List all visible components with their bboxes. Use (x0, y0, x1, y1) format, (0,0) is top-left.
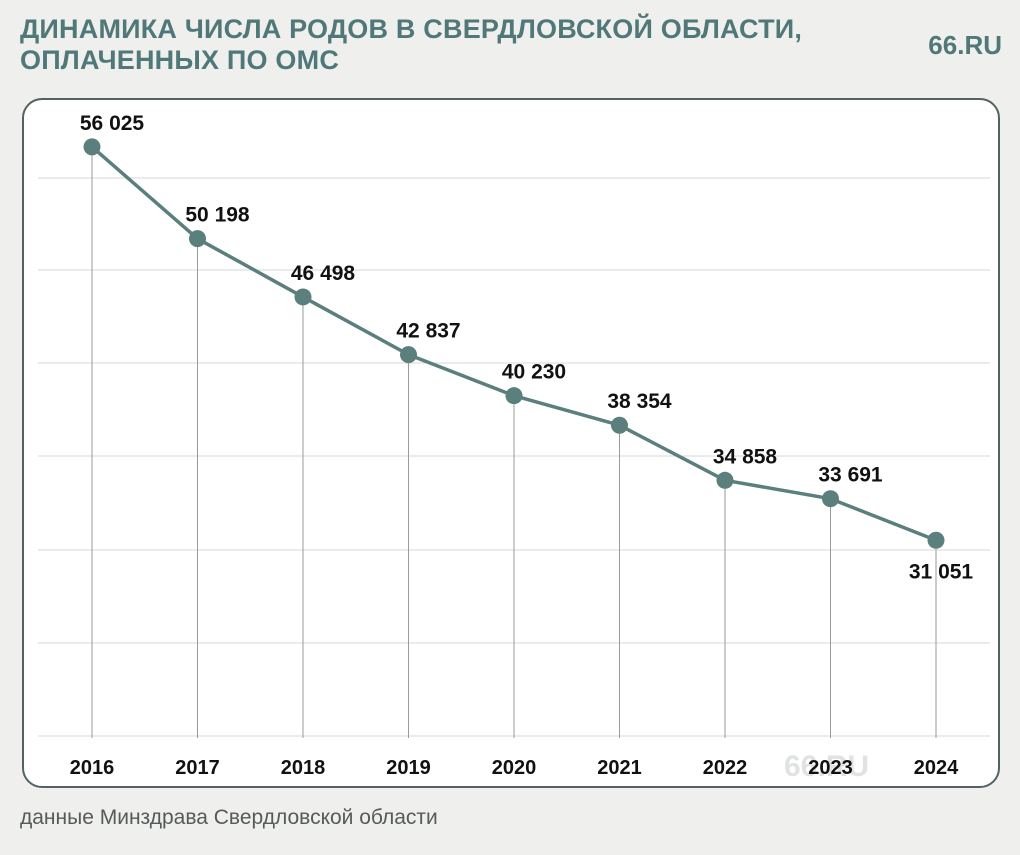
data-point-2017 (189, 230, 206, 248)
data-label-2021: 38 354 (607, 390, 672, 413)
chart-title-line-2: ОПЛАЧЕННЫХ ПО ОМС (20, 45, 340, 75)
data-point-2018 (294, 288, 312, 306)
x-tick-2016: 2016 (70, 757, 115, 779)
data-label-2023: 33 691 (818, 464, 883, 487)
x-tick-2024: 2024 (914, 757, 959, 779)
data-label-2016: 56 025 (80, 112, 145, 135)
data-point-2023 (822, 490, 839, 508)
data-point-2019 (400, 346, 417, 364)
x-tick-2021: 2021 (597, 757, 642, 779)
chart-title-line-1: ДИНАМИКА ЧИСЛА РОДОВ В СВЕРДЛОВСКОЙ ОБЛА… (20, 14, 803, 44)
data-point-2016 (83, 138, 101, 156)
data-point-2022 (716, 471, 734, 489)
data-label-2019: 42 837 (396, 320, 460, 343)
x-tick-2019: 2019 (386, 757, 431, 779)
data-point-2024 (927, 531, 945, 549)
x-tick-2017: 2017 (175, 757, 220, 779)
data-label-2022: 34 858 (713, 445, 778, 468)
data-label-2020: 40 230 (502, 361, 566, 384)
data-label-2024: 31 051 (909, 560, 974, 583)
data-label-2017: 50 198 (185, 204, 250, 227)
brand-logo[interactable]: 66.RU (928, 30, 1002, 60)
line-chart: 66.RU 56 025 50 198 46 498 42 837 40 230 38 35… (38, 112, 990, 783)
data-point-2021 (611, 416, 628, 434)
source-note: данные Минздрава Свердловской области (20, 806, 438, 829)
x-tick-2023: 2023 (808, 757, 853, 779)
x-tick-2022: 2022 (703, 757, 748, 779)
chart-title: ДИНАМИКА ЧИСЛА РОДОВ В СВЕРДЛОВСКОЙ ОБЛА… (20, 14, 880, 76)
x-tick-2018: 2018 (281, 757, 326, 779)
data-label-2018: 46 498 (291, 262, 356, 285)
chart-panel: 66.RU 56 025 50 198 46 498 42 837 40 230 38 35… (22, 98, 1000, 788)
data-point-2020 (505, 387, 523, 405)
x-tick-2020: 2020 (492, 757, 537, 779)
watermark-logo: 66.RU (784, 750, 869, 783)
